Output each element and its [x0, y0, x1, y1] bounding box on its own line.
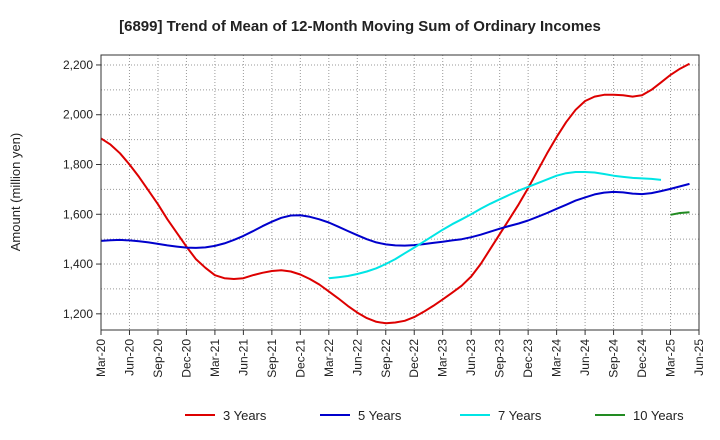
x-tick-label: Dec-21: [293, 339, 307, 378]
x-tick-label: Dec-22: [407, 339, 421, 378]
x-tick-label: Sep-20: [151, 339, 165, 378]
x-tick-label: Sep-23: [493, 339, 507, 378]
series-layer: [100, 62, 690, 325]
x-tick-label: Dec-24: [635, 339, 649, 378]
x-tick-label: Jun-25: [692, 339, 706, 376]
y-axis-label: Amount (million yen): [8, 133, 23, 252]
legend-label: 3 Years: [223, 408, 267, 423]
x-axis: Mar-20 Jun-20 Sep-20 Dec-20 Mar-21 Jun-21 Sep-…: [94, 330, 706, 378]
x-tick-label: Dec-20: [179, 339, 193, 378]
x-tick-label: Jun-21: [236, 339, 250, 376]
x-tick-label: Sep-21: [265, 339, 279, 378]
series-line-7-years: [328, 171, 662, 280]
legend: 3 Years 5 Years 7 Years 10 Years: [185, 408, 684, 423]
y-tick-label: 1,400: [63, 257, 93, 271]
x-tick-label: Mar-24: [550, 339, 564, 377]
y-tick-label: 2,000: [63, 108, 93, 122]
x-tick-label: Jun-23: [464, 339, 478, 376]
legend-label: 10 Years: [633, 408, 684, 423]
y-axis: 1,200 1,400 1,600 1,800 2,000 2,200: [63, 58, 101, 321]
x-tick-label: Jun-24: [578, 339, 592, 376]
plot-frame: [100, 54, 700, 331]
x-tick-label: Mar-23: [436, 339, 450, 377]
x-tick-label: Sep-22: [379, 339, 393, 378]
x-tick-label: Sep-24: [607, 339, 621, 378]
y-tick-label: 1,600: [63, 207, 93, 221]
x-tick-label: Mar-22: [322, 339, 336, 377]
y-tick-label: 1,800: [63, 158, 93, 172]
series-line-10-years: [670, 211, 690, 216]
x-tick-label: Mar-25: [664, 339, 678, 377]
series-line-3-years: [100, 62, 690, 325]
chart-title: [6899] Trend of Mean of 12-Month Moving …: [119, 18, 601, 35]
x-tick-label: Mar-21: [208, 339, 222, 377]
legend-label: 5 Years: [358, 408, 402, 423]
x-tick-label: Jun-22: [350, 339, 364, 376]
y-tick-label: 2,200: [63, 58, 93, 72]
x-tick-label: Jun-20: [122, 339, 136, 376]
series-line-5-years: [100, 182, 690, 249]
x-tick-label: Mar-20: [94, 339, 108, 377]
legend-label: 7 Years: [498, 408, 542, 423]
x-tick-label: Dec-23: [521, 339, 535, 378]
y-tick-label: 1,200: [63, 307, 93, 321]
